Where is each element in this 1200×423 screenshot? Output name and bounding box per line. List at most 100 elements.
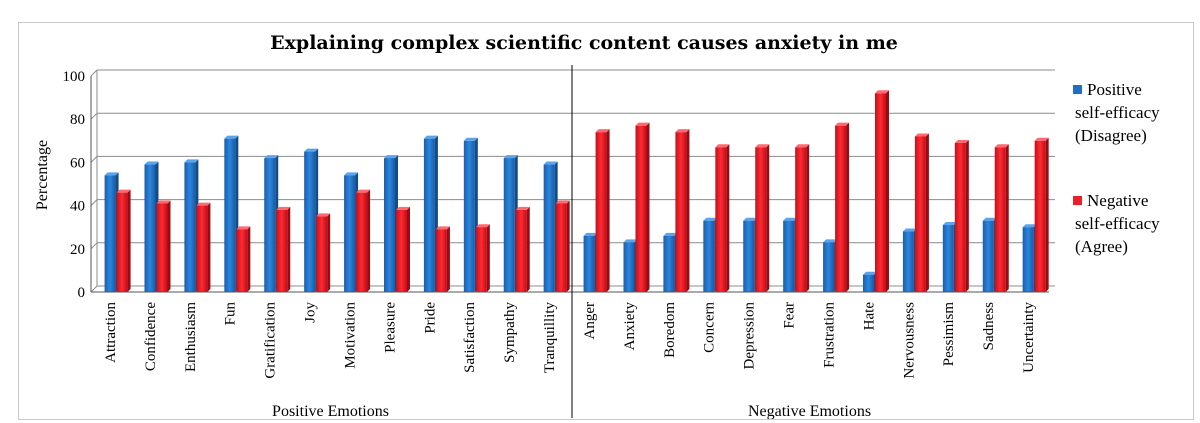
- group-label: Negative Emotions: [748, 403, 871, 419]
- bar-top: [555, 200, 570, 204]
- y-tick-label: 60: [70, 155, 85, 171]
- bar-side: [766, 144, 770, 292]
- bar-top: [276, 206, 291, 210]
- bar-top: [743, 217, 758, 221]
- bar-top: [196, 202, 211, 206]
- bar-negative-self-efficacy: [675, 132, 687, 292]
- bar-positive-self-efficacy: [583, 235, 595, 292]
- bar-side: [1045, 137, 1049, 292]
- x-tick-label: Pleasure: [382, 302, 398, 353]
- bar-top: [316, 213, 331, 217]
- bar-negative-self-efficacy: [276, 209, 288, 292]
- x-tick-label: Enthusiasm: [183, 302, 199, 372]
- bar-positive-self-efficacy: [942, 225, 954, 292]
- bar-positive-self-efficacy: [423, 138, 435, 292]
- bar-top: [356, 189, 371, 193]
- bar-positive-self-efficacy: [344, 175, 356, 292]
- x-tick-label: Anxiety: [622, 302, 638, 351]
- legend-label: Negative: [1087, 191, 1148, 210]
- bar-top: [755, 144, 770, 148]
- bar-side: [806, 144, 810, 292]
- bar-top: [942, 222, 957, 226]
- x-tick-label: Concern: [702, 302, 718, 353]
- bar-negative-self-efficacy: [914, 136, 926, 292]
- bar-top: [994, 144, 1009, 148]
- bar-positive-self-efficacy: [862, 274, 874, 292]
- gridline-depth: [90, 112, 98, 120]
- bar-positive-self-efficacy: [783, 220, 795, 292]
- bar-positive-self-efficacy: [463, 140, 475, 292]
- gridline-depth: [90, 199, 98, 206]
- bar-top: [635, 122, 650, 126]
- bar-top: [475, 224, 490, 228]
- bar-top: [515, 206, 530, 210]
- bar-positive-self-efficacy: [104, 175, 116, 292]
- y-tick-label: 40: [70, 199, 85, 215]
- bar-positive-self-efficacy: [264, 158, 276, 292]
- bar-negative-self-efficacy: [595, 132, 607, 292]
- bar-positive-self-efficacy: [703, 220, 715, 292]
- bar-side: [646, 122, 650, 293]
- bar-side: [606, 129, 610, 292]
- bar-negative-self-efficacy: [835, 125, 847, 293]
- y-axis-title: Percentage: [34, 140, 51, 210]
- x-tick-label: Uncertainty: [1021, 302, 1037, 373]
- legend-swatch: [1073, 196, 1082, 205]
- bar-top: [116, 189, 131, 193]
- bar-top: [156, 200, 171, 204]
- bar-positive-self-efficacy: [503, 158, 515, 292]
- legend-label: (Disagree): [1075, 126, 1147, 145]
- x-tick-label: Attraction: [103, 302, 119, 363]
- bar-side: [287, 206, 291, 292]
- bar-top: [463, 137, 478, 141]
- bar-top: [954, 139, 969, 143]
- bar-top: [503, 155, 518, 159]
- legend-label: self-efficacy: [1075, 103, 1160, 122]
- bar-negative-self-efficacy: [435, 229, 447, 292]
- bar-positive-self-efficacy: [982, 220, 994, 292]
- bar-side: [925, 133, 929, 292]
- y-tick-label: 80: [70, 112, 85, 128]
- bar-top: [703, 217, 718, 221]
- bar-side: [965, 139, 969, 292]
- bar-top: [623, 239, 638, 243]
- bar-top: [914, 133, 929, 137]
- x-tick-label: Boredom: [662, 302, 678, 358]
- bar-side: [207, 202, 211, 292]
- bar-positive-self-efficacy: [1022, 227, 1034, 292]
- bar-negative-self-efficacy: [395, 209, 407, 292]
- bar-top: [902, 228, 917, 232]
- bar-top: [264, 155, 279, 159]
- x-tick-label: Gratification: [263, 302, 279, 379]
- chart: Explaining complex scientific content ca…: [34, 32, 1160, 419]
- y-tick-label: 20: [70, 242, 85, 258]
- bar-negative-self-efficacy: [156, 203, 168, 292]
- gridline-depth: [90, 285, 98, 293]
- x-tick-label: Sympathy: [502, 302, 518, 363]
- bar-side: [566, 200, 570, 292]
- bar-top: [383, 155, 398, 159]
- bar-negative-self-efficacy: [994, 147, 1006, 292]
- bar-top: [543, 161, 558, 165]
- bars: [104, 90, 1049, 293]
- x-tick-label: Sadness: [981, 302, 997, 350]
- bar-top: [583, 232, 598, 236]
- axes: 0 20 40 60 80 100 Attraction Confidence Enthusia…: [63, 65, 1049, 419]
- gridline-depth: [90, 156, 98, 163]
- x-tick-label: Joy: [303, 302, 319, 323]
- x-tick-label: Pessimism: [941, 302, 957, 367]
- bar-side: [885, 90, 889, 292]
- bar-positive-self-efficacy: [902, 231, 914, 292]
- bar-top: [304, 148, 319, 152]
- bar-positive-self-efficacy: [623, 242, 635, 292]
- bar-top: [595, 129, 610, 133]
- bar-top: [982, 217, 997, 221]
- bar-negative-self-efficacy: [954, 142, 966, 292]
- gridline-depth: [90, 242, 98, 250]
- bar-positive-self-efficacy: [743, 220, 755, 292]
- legend-label: Positive: [1087, 80, 1142, 99]
- x-tick-label: Hate: [861, 302, 877, 331]
- bar-side: [726, 144, 730, 292]
- x-tick-label: Fun: [223, 302, 239, 326]
- bar-negative-self-efficacy: [755, 147, 767, 292]
